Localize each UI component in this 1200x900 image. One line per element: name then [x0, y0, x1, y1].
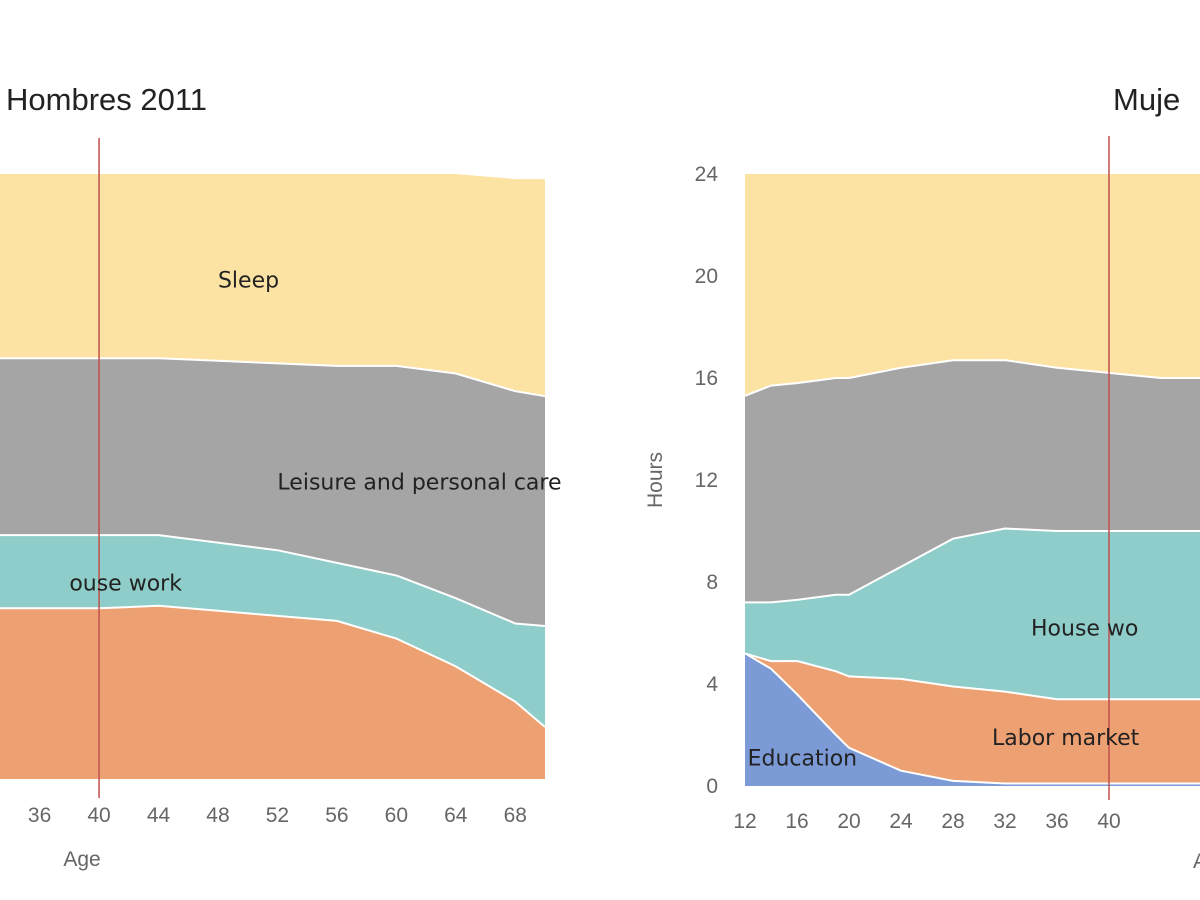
area-sleep: [745, 174, 1200, 396]
x-tick-label: 40: [87, 804, 110, 827]
y-tick-label: 8: [706, 571, 718, 594]
right-chart-title: Muje: [1113, 82, 1181, 117]
y-tick-label: 24: [695, 163, 719, 186]
x-axis-label: A: [1193, 850, 1200, 873]
x-tick-label: 60: [385, 804, 408, 827]
boundary-housework: [0, 534, 546, 627]
boundary-leisure: [745, 359, 1200, 397]
area-label-labor: Labor market: [992, 726, 1140, 751]
chart-panel-0: Sleep Leisure and personal care ouse work 3…: [0, 138, 562, 871]
area-labor: [0, 605, 545, 780]
boundary-education: [745, 652, 1200, 785]
x-tick-label: 52: [266, 804, 289, 827]
x-tick-label: 64: [444, 804, 468, 827]
area-label-sleep: Sleep: [218, 269, 279, 294]
area-leisure: [0, 358, 545, 626]
area-label-education: Education: [748, 747, 858, 772]
area-labor: [745, 653, 1200, 784]
x-tick-label: 40: [1097, 810, 1120, 833]
left-chart-title: Hombres 2011: [6, 82, 208, 117]
chart-panel-1: House wo Labor market Education 12 16 20 24 28 3…: [644, 136, 1200, 873]
x-tick-label: 20: [837, 810, 860, 833]
area-leisure: [745, 360, 1200, 603]
x-tick-label: 36: [1045, 810, 1068, 833]
area-sleep: [0, 174, 545, 397]
area-housework: [745, 528, 1200, 700]
x-tick-label: 16: [785, 810, 808, 833]
x-tick-label: 12: [733, 810, 756, 833]
y-tick-label: 0: [706, 775, 718, 798]
x-tick-label: 56: [325, 804, 348, 827]
y-tick-label: 12: [695, 469, 718, 492]
area-housework: [0, 535, 545, 727]
area-label-housework: ouse work: [69, 572, 182, 597]
x-tick-label: 44: [147, 804, 171, 827]
boundary-housework: [745, 527, 1200, 604]
area-label-housework: House wo: [1031, 617, 1138, 642]
y-tick-label: 16: [695, 367, 718, 390]
x-tick-label: 24: [889, 810, 913, 833]
x-tick-label: 28: [941, 810, 964, 833]
area-label-leisure: Leisure and personal care: [277, 471, 561, 496]
y-tick-label: 20: [695, 265, 718, 288]
x-tick-label: 48: [206, 804, 229, 827]
x-tick-label: 68: [504, 804, 527, 827]
x-axis-label: Age: [63, 848, 100, 871]
x-tick-label: 32: [993, 810, 1016, 833]
x-tick-label: 36: [28, 804, 51, 827]
boundary-labor: [745, 652, 1200, 701]
boundary-leisure: [0, 357, 546, 398]
boundary-labor: [0, 604, 546, 728]
y-tick-label: 4: [706, 673, 718, 696]
y-axis-label: Hours: [644, 452, 667, 508]
